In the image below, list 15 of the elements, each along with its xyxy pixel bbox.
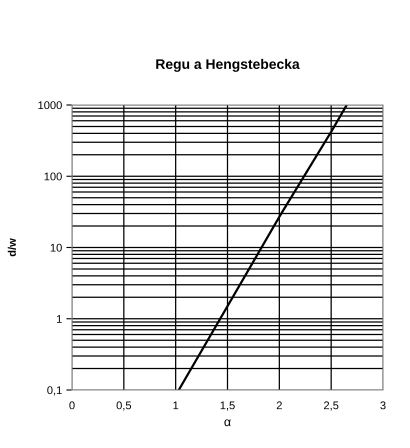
- x-tick-label: 1: [173, 402, 178, 410]
- y-tick-label: 100: [44, 172, 62, 180]
- y-axis-title: d/w: [8, 238, 16, 256]
- y-tick-label: 0,1: [47, 386, 62, 396]
- x-tick-label: 1,5: [220, 402, 235, 411]
- y-tick-label: 1: [56, 315, 62, 323]
- x-tick-label: 2,5: [324, 401, 338, 411]
- x-axis-title: α: [224, 419, 231, 426]
- x-tick-label: 2: [276, 401, 282, 410]
- x-tick-label: 3: [380, 401, 386, 410]
- y-tick-label: 1000: [38, 101, 62, 110]
- x-tick-label: 0,5: [116, 401, 132, 411]
- chart-title: Regu a Hengstebecka: [156, 58, 300, 72]
- x-tick-label: 0: [69, 401, 75, 410]
- y-tick-label: 10: [50, 244, 62, 252]
